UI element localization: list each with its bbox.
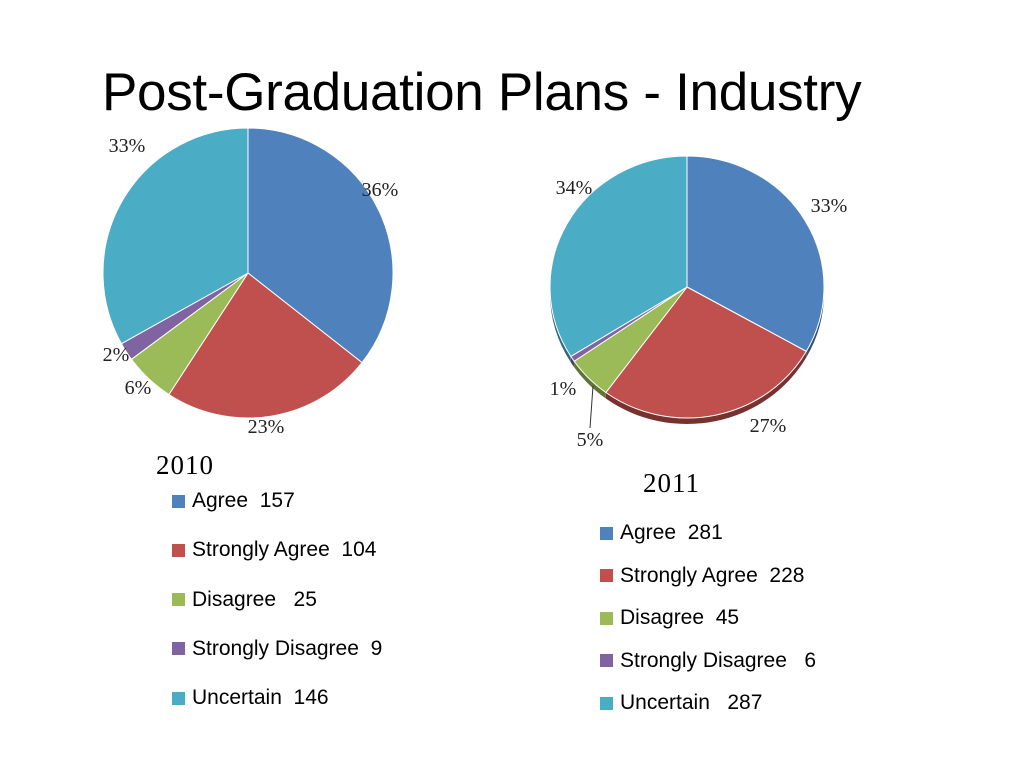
legend-item-agree-2011: Agree 281	[600, 521, 723, 545]
pct-label-strongly-agree-2010: 23%	[248, 416, 285, 438]
slice-uncertain-2011	[549, 155, 688, 358]
legend-label-uncertain: Uncertain 146	[192, 686, 329, 710]
slice-strongly-agree-2011	[605, 286, 808, 419]
legend-label-disagree: Disagree 25	[192, 587, 317, 611]
legend-item-uncertain-2010: Uncertain 146	[172, 686, 329, 710]
legend-swatch-agree	[172, 494, 185, 508]
legend-item-agree-2010: Agree 157	[172, 489, 295, 513]
legend-label-strongly-agree: Strongly Agree 228	[620, 563, 805, 587]
legend-label-strongly-disagree: Strongly Disagree 9	[192, 636, 383, 660]
legend-swatch-agree	[600, 526, 613, 540]
slice-uncertain-2010	[102, 127, 249, 345]
pct-label-agree-2011: 33%	[811, 195, 848, 217]
pct-label-strongly-disagree-2011: 1%	[550, 378, 577, 400]
slice-side-agree-2011	[806, 287, 824, 358]
legend-label-disagree: Disagree 45	[620, 606, 740, 629]
legend-label-uncertain: Uncertain 287	[620, 691, 763, 714]
legend-item-strongly-agree-2010: Strongly Agree 104	[172, 538, 376, 562]
slice-side-uncertain-2011	[550, 287, 571, 363]
year-2011-label: 2011	[643, 468, 700, 498]
pct-label-uncertain-2010: 33%	[109, 135, 146, 157]
pct-label-strongly-agree-2011: 27%	[750, 415, 787, 437]
year-2010-label: 2010	[156, 450, 214, 480]
legend-swatch-strongly-agree	[600, 569, 613, 582]
pct-label-strongly-disagree-2010: 2%	[103, 344, 130, 366]
slice-agree-2011	[686, 155, 825, 353]
legend-item-disagree-2011: Disagree 45	[600, 606, 739, 630]
legend-item-disagree-2010: Disagree 25	[172, 588, 317, 612]
pct-label-disagree-2010: 6%	[125, 377, 152, 399]
legend-swatch-uncertain	[172, 691, 185, 705]
legend-item-strongly-agree-2011: Strongly Agree 228	[600, 564, 804, 588]
slice-agree-2010	[247, 127, 394, 364]
pct-label-agree-2010: 36%	[362, 179, 399, 201]
legend-swatch-strongly-disagree	[600, 654, 613, 667]
pie-2010: 36% 23% 6% 2% 33%	[102, 127, 399, 438]
legend-swatch-strongly-agree	[172, 543, 185, 557]
legend-swatch-uncertain	[600, 696, 613, 710]
legend-label-strongly-agree: Strongly Agree 104	[192, 538, 377, 562]
leader-line-2011-0	[589, 385, 594, 429]
legend-label-strongly-disagree: Strongly Disagree 6	[620, 648, 817, 672]
legend-label-agree: Agree 157	[192, 489, 295, 512]
slice-strongly-agree-2010	[168, 272, 363, 419]
pct-label-disagree-2011: 5%	[577, 429, 604, 451]
legend-item-uncertain-2011: Uncertain 287	[600, 691, 762, 715]
legend-item-strongly-disagree-2011: Strongly Disagree 6	[600, 649, 816, 673]
legend-item-strongly-disagree-2010: Strongly Disagree 9	[172, 637, 382, 661]
slide-title: Post-Graduation Plans - Industry	[102, 63, 862, 122]
legend-swatch-disagree	[172, 593, 185, 607]
legend-swatch-strongly-disagree	[172, 642, 185, 656]
legend-label-agree: Agree 281	[620, 521, 723, 544]
slice-side-strongly-agree-2011	[605, 351, 807, 425]
pie-2011: 33% 27% 5% 1% 34%	[549, 155, 848, 451]
legend-swatch-disagree	[600, 611, 613, 625]
slice-side-strongly-disagree-2011	[570, 356, 575, 368]
pct-label-uncertain-2011: 34%	[556, 177, 593, 199]
